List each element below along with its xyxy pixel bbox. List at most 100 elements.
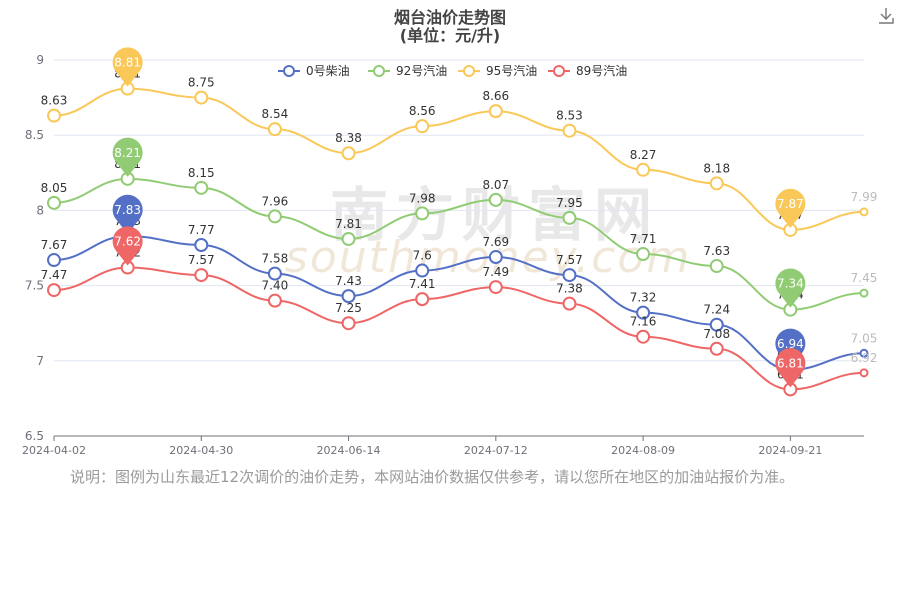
series-89号汽油: 7.47 7.62 7.57 7.40 7.25 7.41 7.49 7.38 7.16 7.08… [41,226,878,397]
x-tick-label: 2024-04-30 [169,444,233,457]
data-point [341,316,356,331]
data-point [47,283,61,298]
data-point [636,305,651,320]
legend-item[interactable]: 89号汽油 [548,63,627,78]
data-label: 8.54 [262,107,289,121]
data-label: 7.71 [630,232,657,246]
series-92号汽油: 8.05 8.21 8.15 7.96 7.81 7.98 8.07 7.95 7.71 7.63… [41,137,878,317]
legend-item[interactable]: 95号汽油 [458,63,537,78]
min-pin-label: 6.94 [777,337,804,351]
legend-label: 95号汽油 [486,63,537,78]
data-label: 7.25 [335,301,362,315]
x-tick-label: 2024-07-12 [464,444,528,457]
data-point [859,207,869,217]
data-point [341,146,356,161]
data-point [488,250,503,265]
min-pin-label: 6.81 [777,356,804,370]
data-point [709,317,724,332]
legend-label: 92号汽油 [396,63,447,78]
legend-marker [463,65,475,77]
min-pin-label: 7.34 [777,277,804,291]
data-label: 7.38 [556,282,583,296]
data-label: 8.05 [41,181,68,195]
data-label: 7.69 [482,235,509,249]
data-point [415,292,430,307]
data-label: 7.45 [851,271,878,285]
data-label: 7.49 [482,265,509,279]
legend-marker [283,65,295,77]
y-tick-label: 7.5 [25,279,44,293]
data-label: 7.63 [703,244,730,258]
max-pin-label: 8.81 [114,56,141,70]
data-point [709,176,724,191]
data-point [415,119,430,134]
data-label: 7.6 [413,249,432,263]
data-label: 7.96 [262,194,289,208]
data-point [47,195,61,210]
data-label: 7.47 [41,268,68,282]
data-label: 7.81 [335,217,362,231]
data-point [341,231,356,246]
chart-subtitle: (单位：元/升) [399,26,501,45]
y-tick-label: 9 [36,53,44,67]
data-point [194,268,209,283]
data-point [267,122,282,137]
data-label: 7.57 [188,253,215,267]
x-tick-label: 2024-09-21 [758,444,822,457]
data-label: 8.15 [188,166,215,180]
legend-marker [373,65,385,77]
data-point [47,253,61,268]
data-label: 7.95 [556,196,583,210]
data-point [194,90,209,105]
data-point [562,296,577,311]
min-pin [775,188,806,228]
data-label: 8.63 [41,94,68,108]
max-pin [112,47,143,87]
max-pin-label: 7.83 [114,203,141,217]
legend-label: 0号柴油 [306,64,350,78]
data-point [267,209,282,224]
data-label: 7.58 [262,252,289,266]
data-point [415,263,430,278]
data-label: 7.40 [262,279,289,293]
chart-title: 烟台油价走势图 [393,8,506,27]
data-point [341,289,356,304]
data-point [636,329,651,344]
max-pin [112,137,143,177]
x-tick-label: 2024-06-14 [317,444,381,457]
series-line [53,177,865,311]
data-label: 8.53 [556,109,583,123]
data-label: 7.16 [630,315,657,329]
data-label: 7.67 [41,238,68,252]
series-95号汽油: 8.63 8.81 8.75 8.54 8.38 8.56 8.66 8.53 8.27 8.18… [41,47,877,237]
legend-item[interactable]: 92号汽油 [368,63,447,78]
data-label: 7.05 [851,331,878,345]
data-label: 7.32 [630,291,657,305]
data-point [47,108,61,123]
data-point [562,123,577,138]
data-point [636,162,651,177]
data-point [562,268,577,283]
data-point [636,247,651,262]
y-tick-label: 7 [36,354,44,368]
data-point [488,104,503,119]
data-label: 7.57 [556,253,583,267]
data-point [194,180,209,195]
series-line [53,87,865,231]
data-label: 6.92 [851,351,878,365]
data-label: 7.43 [335,274,362,288]
data-point [859,368,869,378]
watermark-cn: 南方财富网 [330,181,661,249]
data-point [709,259,724,274]
max-pin-label: 7.62 [114,235,141,249]
data-label: 8.07 [482,178,509,192]
download-icon[interactable] [876,6,896,26]
y-tick-label: 8.5 [25,128,44,142]
x-tick-label: 2024-08-09 [611,444,675,457]
legend-item[interactable]: 0号柴油 [278,64,350,78]
data-label: 7.98 [409,191,436,205]
x-tick-label: 2024-04-02 [22,444,86,457]
y-tick-label: 8 [36,203,44,217]
data-point [267,293,282,308]
max-pin [112,194,143,234]
